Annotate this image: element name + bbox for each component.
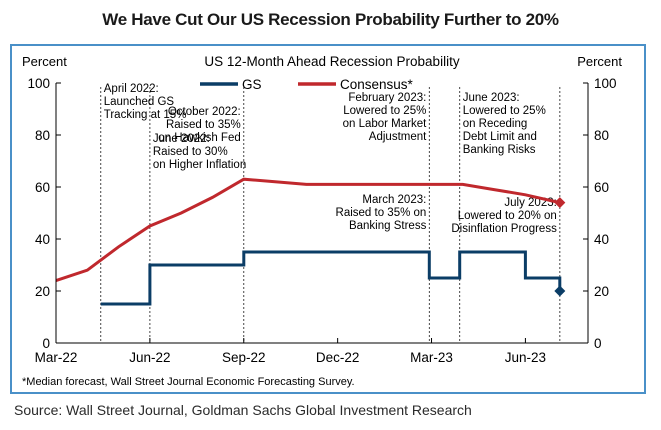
y-tick-label-right: 20 bbox=[594, 284, 609, 299]
y-tick-label-right: 40 bbox=[594, 232, 609, 247]
event-annotation: October 2022: Raised to 35% on Hawkish Fed bbox=[158, 106, 240, 144]
x-tick-label: Jun-22 bbox=[129, 350, 170, 365]
footnote: *Median forecast, Wall Street Journal Ec… bbox=[22, 376, 355, 388]
legend-gs-label: GS bbox=[242, 77, 262, 92]
y-tick-label-left: 80 bbox=[35, 128, 50, 143]
x-tick-label: Sep-22 bbox=[222, 350, 266, 365]
legend: GS Consensus* bbox=[200, 77, 414, 92]
source-note: Source: Wall Street Journal, Goldman Sac… bbox=[14, 402, 472, 418]
event-annotation: June 2023: Lowered to 25% on Receding Debt … bbox=[463, 92, 546, 156]
event-annotation: February 2023: Lowered to 25% on Labor Mar… bbox=[343, 92, 428, 143]
consensus-end-marker bbox=[554, 197, 566, 209]
y-tick-label-left: 100 bbox=[27, 76, 50, 91]
gs-series-line bbox=[100, 250, 562, 306]
y-tick-label-right: 0 bbox=[594, 336, 602, 351]
event-annotation: July 2023: Lowered to 20% on Disinflation … bbox=[451, 197, 557, 235]
y-tick-label-right: 80 bbox=[594, 128, 609, 143]
y-tick-label-right: 60 bbox=[594, 180, 609, 195]
x-tick-label: Mar-23 bbox=[410, 350, 453, 365]
event-annotation: April 2022: Launched GS Tracking at 15% bbox=[104, 83, 187, 121]
chart-frame: April 2022: Launched GS Tracking at 15% Jun… bbox=[10, 44, 646, 394]
y-tick-label-left: 40 bbox=[35, 232, 50, 247]
x-tick-label: Jun-23 bbox=[505, 350, 546, 365]
consensus-series-line bbox=[55, 177, 561, 283]
y-tick-label-right: 100 bbox=[594, 76, 617, 91]
event-annotation: March 2023: Raised to 35% on Banking Stres… bbox=[336, 194, 427, 232]
x-tick-label: Dec-22 bbox=[316, 350, 360, 365]
chart-svg: April 2022: Launched GS Tracking at 15% Jun… bbox=[22, 54, 622, 388]
y-tick-label-left: 60 bbox=[35, 180, 50, 195]
y-axis-label-right: Percent bbox=[577, 54, 622, 69]
y-tick-label-left: 20 bbox=[35, 284, 50, 299]
chart-title: US 12-Month Ahead Recession Probability bbox=[204, 54, 459, 69]
y-axis-label-left: Percent bbox=[22, 54, 67, 69]
gs-end-marker bbox=[554, 285, 566, 297]
legend-consensus-label: Consensus* bbox=[340, 77, 414, 92]
y-tick-label-left: 0 bbox=[42, 336, 50, 351]
event-annotation: June 2022: Raised to 30% on Higher Inflati… bbox=[153, 133, 246, 171]
x-tick-label: Mar-22 bbox=[35, 350, 78, 365]
chart-headline: We Have Cut Our US Recession Probability… bbox=[102, 10, 559, 29]
